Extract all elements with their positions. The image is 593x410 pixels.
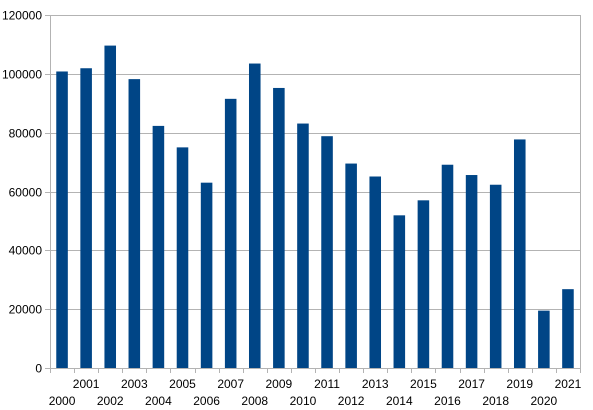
bar-2002: [104, 45, 117, 369]
x-tick-label: 2021: [555, 377, 582, 391]
x-tick-label: 2009: [266, 377, 293, 391]
x-tick-label: 2007: [217, 377, 244, 391]
x-tick-label: 2003: [121, 377, 148, 391]
bars: [56, 45, 574, 369]
y-tick-label: 20000: [9, 303, 43, 317]
x-tick-label: 2016: [434, 394, 461, 408]
bar-2019: [513, 139, 526, 368]
bar-2016: [441, 164, 454, 368]
bar-2017: [465, 175, 478, 368]
bar-2009: [273, 87, 285, 368]
x-tick-label: 2014: [386, 394, 413, 408]
bar-2006: [200, 182, 213, 368]
x-tick-label: 2006: [193, 394, 220, 408]
bar-2011: [321, 136, 333, 368]
x-tick-label: 2017: [458, 377, 485, 391]
x-axis-tick-labels: 2000 2001 2002 2003 2004 2005 2006 2007 2008 2009…: [49, 377, 582, 408]
x-tick-label: 2004: [145, 394, 172, 408]
x-tick-label: 2010: [290, 394, 317, 408]
bar-2004: [152, 125, 165, 368]
x-tick-label: 2011: [314, 377, 340, 391]
x-tick-label: 2012: [338, 394, 365, 408]
y-tick-label: 120000: [2, 9, 42, 23]
bar-2005: [176, 147, 189, 368]
x-tick-label: 2013: [362, 377, 389, 391]
plot-area-frame: [50, 15, 581, 369]
bar-2014: [393, 215, 406, 368]
x-tick-label: 2008: [241, 394, 268, 408]
bar-2008: [248, 63, 261, 368]
bar-2021: [562, 289, 574, 368]
x-tick-label: 2020: [531, 394, 558, 408]
bar-2001: [80, 68, 92, 368]
x-tick-label: 2019: [506, 377, 533, 391]
x-tick-label: 2002: [97, 394, 124, 408]
y-tick-label: 100000: [2, 68, 42, 82]
x-tick-label: 2001: [73, 377, 100, 391]
bar-2003: [128, 79, 141, 369]
bar-2018: [489, 184, 502, 368]
x-tick-label: 2000: [49, 394, 76, 408]
bar-2013: [369, 176, 382, 368]
x-tick-label: 2018: [482, 394, 509, 408]
bar-2010: [297, 123, 309, 368]
y-tick-label: 60000: [9, 186, 43, 200]
y-axis-tick-labels: 0 20000 40000 60000 80000 100000 120000: [2, 9, 42, 376]
bar-2020: [538, 310, 550, 368]
y-tick-label: 0: [35, 362, 42, 376]
y-tick-label: 40000: [9, 244, 43, 258]
y-tick-label: 80000: [9, 127, 43, 141]
bar-2012: [345, 163, 357, 368]
bar-2000: [56, 71, 68, 368]
x-tick-label: 2005: [169, 377, 196, 391]
x-tick-label: 2015: [410, 377, 437, 391]
bar-2015: [417, 200, 430, 368]
bar-2007: [224, 98, 237, 369]
